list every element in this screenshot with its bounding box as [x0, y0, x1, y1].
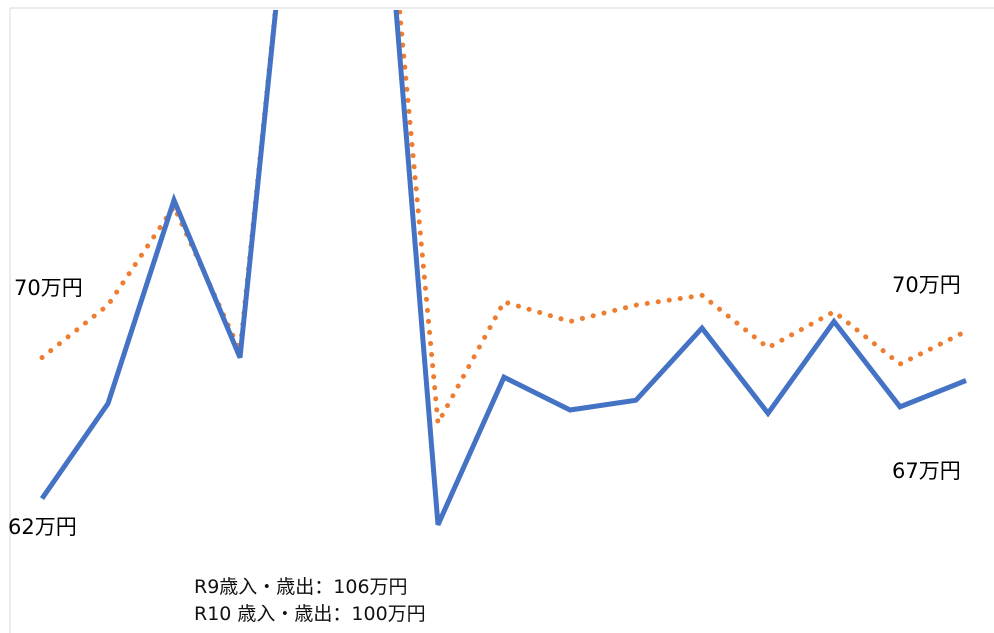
note-line-r10: R10 歳入・歳出：100万円 — [194, 603, 426, 625]
note-line-r9: R9歳入・歳出：106万円 — [194, 576, 408, 598]
label-orange-last: 70万円 — [892, 273, 961, 297]
label-blue-last: 67万円 — [892, 459, 961, 483]
series-line-blue — [39, 10, 967, 526]
label-orange-first: 70万円 — [14, 276, 83, 300]
label-blue-first: 62万円 — [8, 515, 77, 539]
